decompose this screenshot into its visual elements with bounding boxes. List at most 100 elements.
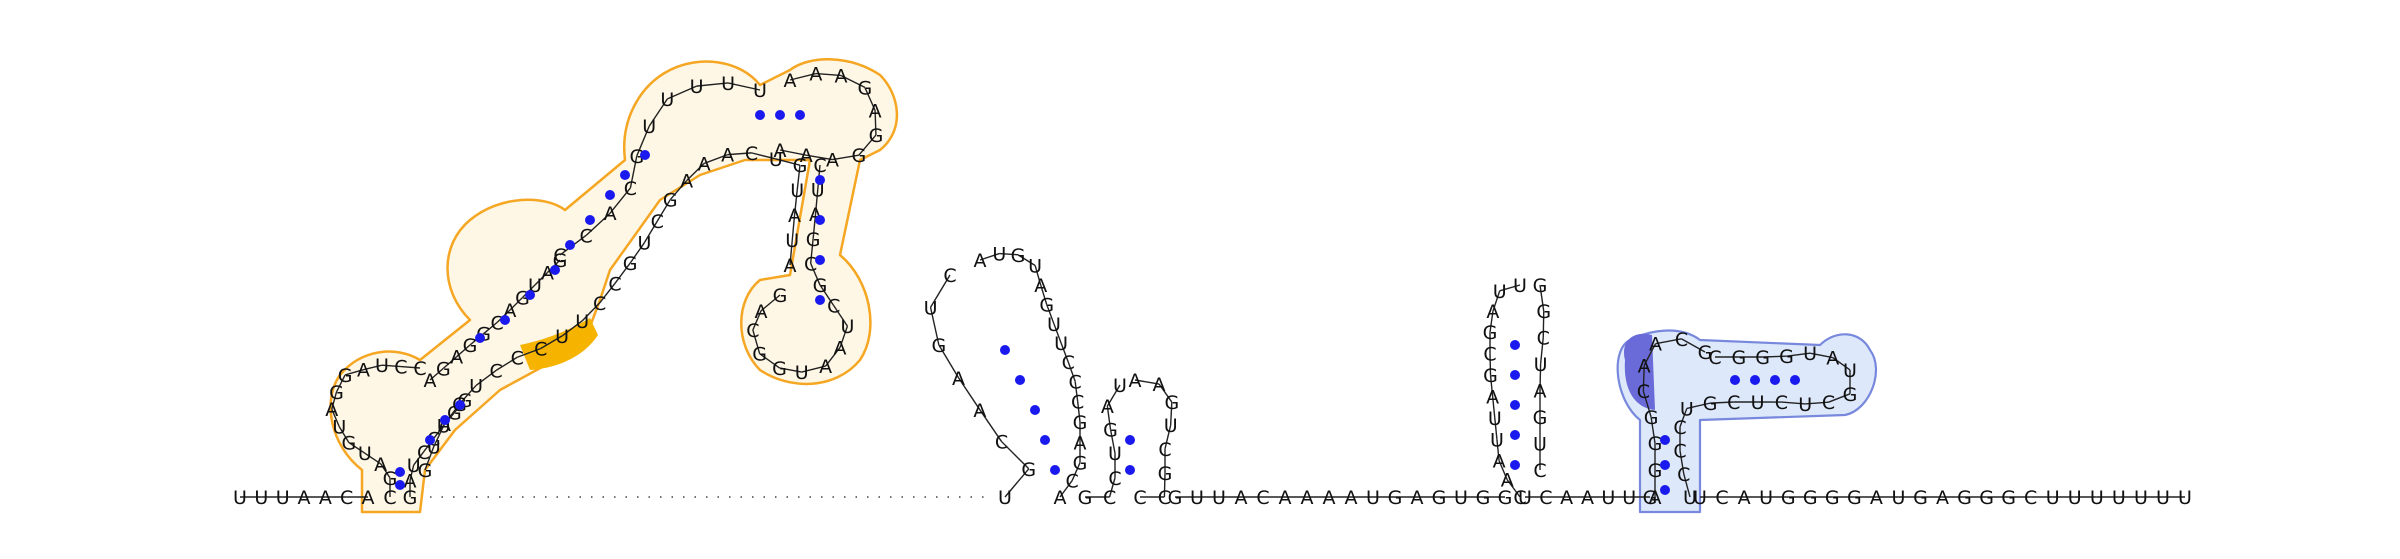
base-pair-dot — [1510, 430, 1520, 440]
nucleotide: U — [1534, 354, 1548, 376]
backbone-segment — [1643, 343, 1657, 366]
backbone-segment — [1681, 338, 1706, 353]
backbone-segment — [1074, 381, 1079, 402]
nucleotide: C — [1673, 417, 1686, 439]
nucleotide: G — [1164, 392, 1179, 414]
nucleotide: G — [1913, 487, 1928, 509]
backbone-segment — [1642, 390, 1652, 418]
nucleotide: U — [769, 149, 783, 171]
backbone-segment — [1004, 468, 1030, 498]
nucleotide: G — [1644, 407, 1659, 429]
base-pair-dot — [1040, 435, 1050, 445]
base-pair-dot — [815, 215, 825, 225]
nucleotide: C — [1069, 371, 1082, 393]
backbone-segment — [752, 329, 761, 354]
nucleotide: G — [851, 145, 866, 167]
nucleotide: A — [784, 255, 797, 277]
backbone-segment — [703, 153, 728, 165]
nucleotide: U — [690, 76, 704, 98]
nucleotide: A — [319, 487, 332, 509]
base-pair-dot — [620, 170, 630, 180]
nucleotide: A — [1301, 487, 1314, 509]
nucleotide: U — [795, 362, 809, 384]
backbone-segment — [1489, 353, 1492, 376]
base-pair-dot — [1050, 465, 1060, 475]
nucleotide: U — [2046, 487, 2060, 509]
nucleotide: A — [1493, 451, 1506, 473]
backbone-segment — [1679, 450, 1685, 475]
nucleotide: U — [840, 316, 854, 338]
nucleotide: A — [1279, 487, 1292, 509]
backbone-segment — [809, 238, 814, 264]
backbone-segment — [864, 87, 876, 111]
backbone-segment — [1494, 417, 1498, 440]
nucleotide: G — [1536, 301, 1551, 323]
nucleotide: U — [1164, 415, 1178, 437]
nucleotide: A — [1235, 487, 1248, 509]
backbone-segment — [779, 367, 802, 373]
backbone-segment — [751, 152, 777, 160]
backbone-segment — [344, 369, 364, 376]
nucleotide: A — [1101, 396, 1114, 418]
backbone-segment — [1809, 352, 1833, 359]
nucleotide: A — [788, 205, 801, 227]
nucleotide: C — [1133, 487, 1146, 509]
nucleotide: A — [1129, 370, 1142, 392]
blue-highlight-region — [1624, 333, 1655, 410]
nucleotide: A — [325, 399, 338, 421]
nucleotide: C — [1727, 392, 1740, 414]
backbone-segment — [938, 344, 960, 379]
nucleotide: C — [827, 296, 840, 318]
nucleotide: G — [1388, 487, 1403, 509]
nucleotide: G — [793, 155, 808, 177]
backbone-segment — [1046, 304, 1055, 325]
nucleotide: A — [404, 470, 417, 492]
nucleotide: G — [1078, 487, 1093, 509]
nucleotide: C — [1677, 464, 1690, 486]
backbone-segment — [669, 180, 688, 201]
base-pair-dot — [1510, 460, 1520, 470]
backbone-segment — [1499, 284, 1521, 292]
nucleotide: A — [357, 360, 370, 382]
nucleotide: G — [1158, 463, 1173, 485]
nucleotide: C — [1513, 487, 1526, 509]
backbone-segment — [648, 98, 668, 127]
base-pair-dot — [1510, 400, 1520, 410]
base-pair-dot — [1660, 485, 1670, 495]
nucleotide: U — [1518, 487, 1532, 509]
backbone-segment — [1164, 425, 1172, 449]
nucleotide: A — [834, 337, 847, 359]
nucleotide: U — [358, 443, 372, 465]
nucleotide: G — [663, 190, 678, 212]
nucleotide: U — [1028, 256, 1042, 278]
nucleotide-layer: UUUAACACGAUGUAGGAUCCGAUCCUGGAGAGGCAGUAGC… — [233, 64, 2192, 509]
base-pair-dot — [1030, 405, 1040, 415]
backbone-segment — [1071, 462, 1081, 481]
base-pair-dot — [455, 400, 465, 410]
backbone-segment — [409, 464, 415, 481]
nucleotide: A — [952, 368, 965, 390]
nucleotide: G — [1073, 412, 1088, 434]
nucleotide: A — [1534, 380, 1547, 402]
base-pair-dot — [1510, 370, 1520, 380]
backbone-segment — [335, 374, 346, 393]
nucleotide: C — [1483, 344, 1496, 366]
nucleotide: A — [362, 487, 375, 509]
backbone-segment — [814, 189, 819, 215]
base-pair-dot — [815, 175, 825, 185]
base-pair-dot — [1750, 375, 1760, 385]
backbone-segment — [832, 154, 859, 161]
nucleotide: U — [2134, 487, 2148, 509]
nucleotide: U — [642, 116, 656, 138]
nucleotide: C — [1715, 487, 1728, 509]
backbone-segment — [442, 356, 458, 369]
base-pair-dot — [1000, 345, 1010, 355]
base-pair-dot — [1790, 375, 1800, 385]
nucleotide: C — [1673, 441, 1686, 463]
nucleotide: U — [2178, 487, 2192, 509]
nucleotide: U — [753, 80, 767, 102]
nucleotide: G — [806, 229, 821, 251]
backbone-segment — [806, 154, 833, 161]
backbone-segment — [599, 282, 616, 304]
